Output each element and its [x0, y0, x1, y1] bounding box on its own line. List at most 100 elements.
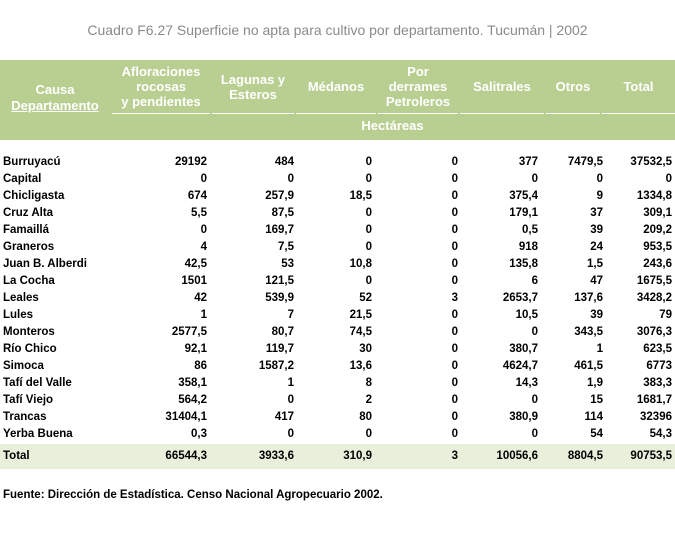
total-cell: 90753,5: [630, 450, 672, 462]
table-cell: 4624,7: [502, 360, 538, 372]
table-cell: 1: [596, 343, 603, 355]
table-row: Graneros 4 7,5 0 0 918 24 953,5: [0, 239, 675, 256]
table-row: Tafí del Valle 358,1 1 8 0 14,3 1,9 383,3: [0, 375, 675, 392]
table-cell: 0: [451, 377, 458, 389]
department-name: Juan B. Alberdi: [3, 258, 87, 270]
table-row: Simoca 86 1587,2 13,6 0 4624,7 461,5 6773: [0, 358, 675, 375]
table-cell: 461,5: [574, 360, 603, 372]
table-cell: 243,6: [643, 258, 672, 270]
table-cell: 0: [365, 156, 372, 168]
department-name: Trancas: [3, 411, 47, 423]
table-row: Cruz Alta 5,5 87,5 0 0 179,1 37 309,1: [0, 205, 675, 222]
total-cell: 66544,3: [165, 450, 207, 462]
table-cell: 0: [365, 224, 372, 236]
table-cell: 3428,2: [636, 292, 672, 304]
table-cell: 135,8: [509, 258, 538, 270]
table-cell: 375,4: [509, 190, 538, 202]
table-cell: 39: [590, 309, 603, 321]
table-cell: 169,7: [265, 224, 294, 236]
table-cell: 0: [451, 207, 458, 219]
col-header-total: Total: [623, 79, 654, 94]
col-header-derrames: Por derrames Petroleros: [385, 64, 451, 109]
department-name: Graneros: [3, 241, 55, 253]
table-cell: 18,5: [349, 190, 372, 202]
table-row: Lules 1 7 21,5 0 10,5 39 79: [0, 307, 675, 324]
table-header: Causa Departamento Afloraciones rocosas …: [0, 60, 675, 140]
table-cell: 0: [451, 411, 458, 423]
department-name: Chicligasta: [3, 190, 65, 202]
col-header-otros: Otros: [555, 79, 591, 94]
table-cell: 417: [274, 411, 294, 423]
table-cell: 7,5: [278, 241, 294, 253]
table-cell: 10,5: [515, 309, 538, 321]
table-cell: 32396: [640, 411, 672, 423]
table-cell: 1675,5: [636, 275, 672, 287]
table-cell: 0: [451, 156, 458, 168]
table-cell: 7: [287, 309, 294, 321]
table-cell: 80: [359, 411, 372, 423]
table-cell: 37: [590, 207, 603, 219]
table-cell: 121,5: [265, 275, 294, 287]
table-row: Burruyacú 29192 484 0 0 377 7479,5 37532,5: [0, 154, 675, 171]
table-cell: 0,5: [522, 224, 538, 236]
table-cell: 0: [451, 190, 458, 202]
table-row: Juan B. Alberdi 42,5 53 10,8 0 135,8 1,5 243,6: [0, 256, 675, 273]
table-cell: 6773: [646, 360, 672, 372]
col-header-lagunas: Lagunas y Esteros: [220, 71, 286, 102]
table-cell: 0: [365, 241, 372, 253]
table-cell: 114: [584, 411, 603, 423]
table-cell: 179,1: [509, 207, 538, 219]
table-cell: 13,6: [349, 360, 372, 372]
table-cell: 0: [287, 173, 294, 185]
header-divider: [602, 113, 675, 114]
table-row: Chicligasta 674 257,9 18,5 0 375,4 9 1334,8: [0, 188, 675, 205]
table-cell: 0: [451, 275, 458, 287]
header-divider: [378, 113, 458, 114]
table-cell: 0: [200, 224, 207, 236]
table-cell: 0: [451, 394, 458, 406]
table-cell: 0: [451, 258, 458, 270]
table-cell: 47: [590, 275, 603, 287]
table-cell: 7479,5: [567, 156, 603, 168]
header-divider: [460, 113, 544, 114]
table-cell: 0: [365, 173, 372, 185]
table-cell: 0: [365, 428, 372, 440]
table-cell: 380,9: [509, 411, 538, 423]
table-cell: 42,5: [184, 258, 207, 270]
table-cell: 14,3: [515, 377, 538, 389]
table-cell: 5,5: [191, 207, 207, 219]
col-header-afloraciones: Afloraciones rocosas y pendientes: [121, 64, 201, 109]
table-cell: 3076,3: [636, 326, 672, 338]
table-cell: 1587,2: [258, 360, 294, 372]
table-cell: 30: [359, 343, 372, 355]
department-name: Tafí Viejo: [3, 394, 54, 406]
table-cell: 674: [187, 190, 207, 202]
table-cell: 484: [274, 156, 294, 168]
table-cell: 0: [451, 173, 458, 185]
table-cell: 539,9: [265, 292, 294, 304]
table-row: Leales 42 539,9 52 3 2653,7 137,6 3428,2: [0, 290, 675, 307]
table-row: Trancas 31404,1 417 80 0 380,9 114 32396: [0, 409, 675, 426]
table-cell: 0: [531, 173, 538, 185]
header-divider: [212, 113, 294, 114]
table-cell: 10,8: [349, 258, 372, 270]
table-cell: 1: [287, 377, 294, 389]
table-cell: 1681,7: [636, 394, 672, 406]
total-cell: 3: [451, 450, 458, 462]
source-note: Fuente: Dirección de Estadística. Censo …: [3, 489, 383, 501]
table-cell: 92,1: [184, 343, 207, 355]
table-row: Capital 0 0 0 0 0 0 0: [0, 171, 675, 188]
table-cell: 209,2: [643, 224, 672, 236]
table-cell: 39: [590, 224, 603, 236]
department-name: La Cocha: [3, 275, 55, 287]
department-name: Lules: [3, 309, 34, 321]
table-cell: 6: [531, 275, 538, 287]
table-cell: 0: [287, 428, 294, 440]
table-cell: 42: [194, 292, 207, 304]
total-cell: 10056,6: [496, 450, 538, 462]
table-cell: 0: [451, 428, 458, 440]
col-header-medanos: Médanos: [307, 79, 365, 94]
table-cell: 1,9: [587, 377, 603, 389]
table-cell: 86: [194, 360, 207, 372]
table-cell: 953,5: [643, 241, 672, 253]
